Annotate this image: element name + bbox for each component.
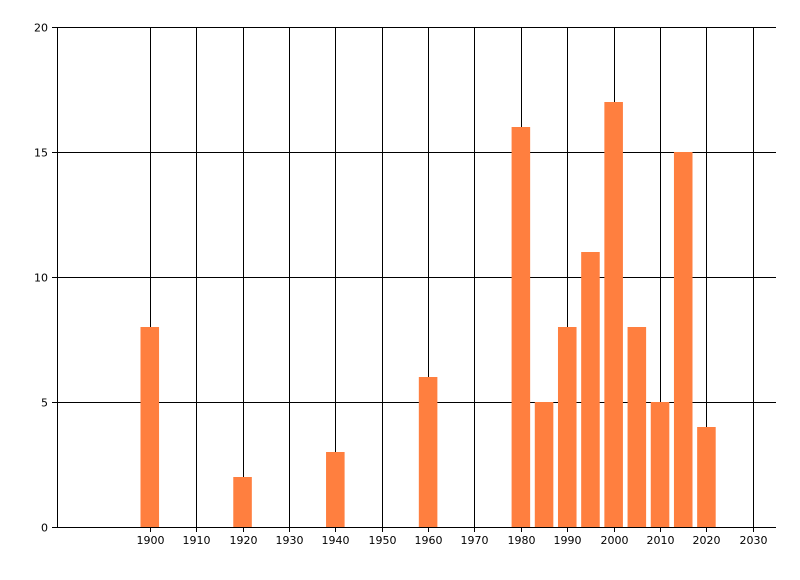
bar xyxy=(326,452,345,527)
x-tick-label: 1950 xyxy=(369,534,397,547)
x-tick-label: 2020 xyxy=(693,534,721,547)
bar xyxy=(627,327,647,527)
bar xyxy=(604,102,623,527)
bar xyxy=(557,327,577,527)
x-tick-label: 1940 xyxy=(322,534,350,547)
x-tick-label: 1900 xyxy=(137,534,165,547)
bar xyxy=(534,402,554,527)
axes xyxy=(52,27,776,532)
bar xyxy=(418,377,438,527)
bar xyxy=(140,327,160,527)
y-tick-label: 20 xyxy=(34,22,48,35)
bar xyxy=(673,152,693,527)
x-tick-label: 1920 xyxy=(230,534,258,547)
bar xyxy=(233,477,252,527)
x-tick-label: 2010 xyxy=(647,534,675,547)
tick-labels: 1900 1910 1920 1930 1940 1950 1960 1970 1980 1990… xyxy=(34,22,768,548)
x-tick-label: 2030 xyxy=(740,534,768,547)
x-tick-label: 1970 xyxy=(461,534,489,547)
x-tick-label: 1960 xyxy=(415,534,443,547)
bars xyxy=(140,102,716,527)
y-tick-label: 10 xyxy=(34,272,48,285)
y-tick-label: 0 xyxy=(41,522,48,535)
y-tick-label: 5 xyxy=(41,397,48,410)
x-tick-label: 1930 xyxy=(276,534,304,547)
x-tick-label: 1980 xyxy=(508,534,536,547)
bar xyxy=(697,427,716,527)
bar xyxy=(511,127,531,527)
x-tick-label: 2000 xyxy=(601,534,629,547)
bar xyxy=(581,252,600,527)
y-tick-label: 15 xyxy=(34,147,48,160)
x-tick-label: 1910 xyxy=(183,534,211,547)
x-tick-label: 1990 xyxy=(554,534,582,547)
bar xyxy=(650,402,670,527)
